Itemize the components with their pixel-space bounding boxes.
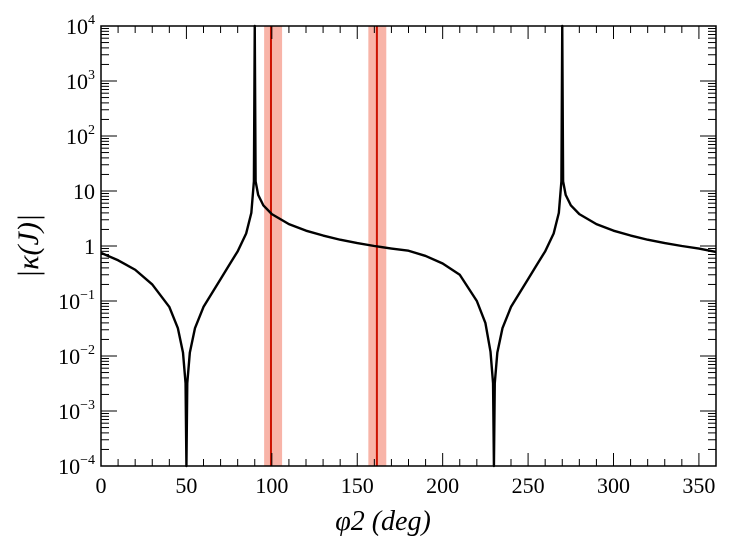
x-tick-label-5: 250 [512,473,545,498]
y-tick-label-base-6: 10 [66,124,88,149]
series-line-0 [100,24,717,468]
ticks-layer [100,26,717,467]
y-axis-title: |κ(J)| [12,214,45,278]
y-tick-label-base-8: 10 [66,14,88,39]
y-tick-label-0: 10−4 [58,453,95,479]
x-tick-label-1: 50 [175,473,197,498]
x-axis-title: φ2 (deg) [335,506,431,537]
y-tick-label-base-2: 10 [58,344,80,369]
y-tick-label-base-3: 10 [58,289,80,314]
y-tick-label-7: 103 [66,68,95,94]
x-tick-label-4: 200 [426,473,459,498]
y-tick-label-base-7: 10 [66,69,88,94]
y-tick-label-3: 10−1 [58,288,95,314]
plot-frame [100,25,717,467]
y-tick-label-exponent-2: −2 [80,343,95,358]
x-tick-label-6: 300 [597,473,630,498]
y-tick-label-base-4: 1 [84,234,95,259]
y-tick-label-exponent-3: −1 [80,288,95,303]
y-tick-label-5: 10 [73,179,95,204]
y-tick-label-2: 10−2 [58,343,95,369]
y-tick-label-exponent-8: 4 [88,13,95,28]
x-tick-labels: 0 50 100 150 200 250 300 350 [96,473,716,498]
y-tick-label-base-5: 10 [73,179,95,204]
y-tick-label-exponent-7: 3 [88,68,95,83]
y-tick-label-exponent-6: 2 [88,123,95,138]
x-tick-label-2: 100 [255,473,288,498]
y-tick-label-1: 10−3 [58,398,95,424]
y-tick-label-4: 1 [84,234,95,259]
x-tick-label-7: 350 [682,473,715,498]
x-tick-label-3: 150 [341,473,374,498]
y-tick-label-6: 102 [66,123,95,149]
x-tick-label-0: 0 [96,473,107,498]
uncertainty-band-0 [264,26,283,466]
y-tick-label-base-1: 10 [58,399,80,424]
y-tick-label-base-0: 10 [58,454,80,479]
y-tick-label-exponent-0: −4 [80,453,95,468]
series-layer [100,24,717,468]
y-tick-label-exponent-1: −3 [80,398,95,413]
y-tick-label-8: 104 [66,13,95,39]
